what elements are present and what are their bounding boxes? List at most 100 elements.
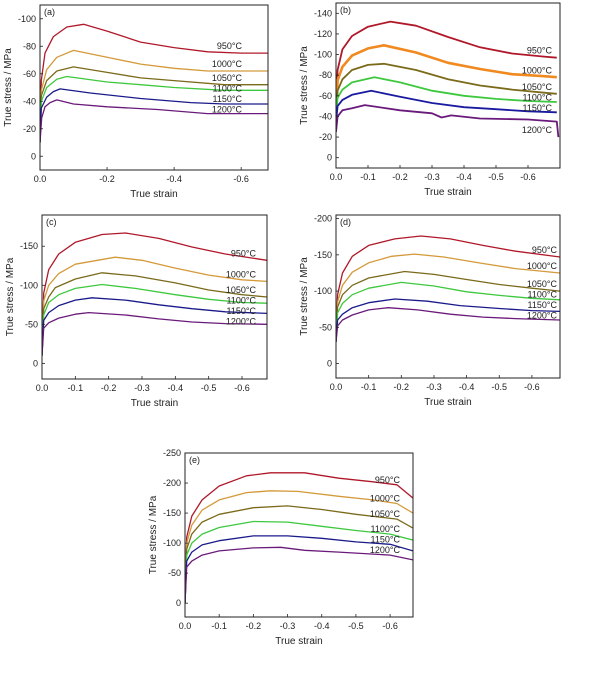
y-tick-label: -50 — [319, 322, 332, 332]
series-line-1150 — [336, 89, 557, 122]
series-line-1100 — [336, 76, 557, 117]
series-line-1150 — [185, 535, 413, 604]
y-tick-label: -100 — [163, 538, 181, 548]
y-tick-label: -150 — [314, 250, 332, 260]
series-line-950 — [185, 472, 413, 604]
series-line-1150 — [336, 298, 560, 342]
x-tick-label: -0.5 — [492, 382, 508, 392]
series-line-1200 — [336, 104, 560, 138]
series-line-1050 — [336, 270, 560, 342]
x-tick-label: -0.3 — [280, 621, 296, 631]
x-tick-label: -0.1 — [68, 383, 84, 393]
series-line-1000 — [336, 43, 557, 117]
panel-label: (e) — [189, 455, 200, 465]
x-tick-label: 0.0 — [34, 174, 47, 184]
series-label-1050: 1050°C — [370, 509, 401, 519]
plot-frame — [41, 214, 268, 380]
series-line-1050 — [42, 272, 267, 356]
panel-label: (b) — [340, 5, 351, 15]
y-tick-label: -100 — [314, 50, 332, 60]
x-tick-label: -0.4 — [456, 172, 472, 182]
x-tick-label: -0.3 — [424, 172, 440, 182]
x-tick-label: -0.3 — [134, 383, 150, 393]
x-tick-label: 0.0 — [330, 172, 343, 182]
x-tick-label: 0.0 — [36, 383, 49, 393]
y-tick-label: -100 — [18, 14, 36, 24]
x-tick-label: -0.2 — [99, 174, 115, 184]
x-tick-label: -0.5 — [201, 383, 217, 393]
series-line-1000 — [40, 49, 268, 143]
series-line-1100 — [42, 283, 267, 356]
series-label-1150: 1150°C — [523, 103, 553, 113]
panel-label: (c) — [46, 217, 57, 227]
panel-d: 0.0 -0.1 -0.2 -0.3 -0.4 -0.5 -0.6 0 -50 -100 -150 -… — [299, 214, 561, 408]
series-label-1150: 1150°C — [371, 535, 401, 545]
y-axis-title: True stress / MPa — [3, 48, 14, 127]
series-label-1150: 1150°C — [227, 306, 257, 316]
series-line-1000 — [42, 256, 267, 356]
series-line-950 — [42, 232, 267, 356]
series-label-1150: 1150°C — [213, 94, 243, 104]
plot-frame — [39, 4, 269, 171]
x-tick-label: -0.4 — [314, 621, 330, 631]
y-tick-label: -250 — [163, 448, 181, 458]
y-tick-label: -140 — [314, 8, 332, 18]
series-label-1000: 1000°C — [522, 65, 553, 75]
x-tick-label: -0.1 — [360, 172, 376, 182]
y-tick-label: 0 — [176, 598, 181, 608]
y-tick-label: -100 — [314, 286, 332, 296]
x-axis-title: True strain — [275, 636, 322, 647]
x-tick-label: -0.6 — [520, 172, 536, 182]
series-line-1000 — [185, 490, 413, 604]
x-axis-title: True strain — [424, 397, 471, 408]
y-tick-label: -150 — [20, 241, 38, 251]
x-tick-label: -0.6 — [233, 174, 249, 184]
x-tick-label: -0.6 — [234, 383, 250, 393]
series-label-1200: 1200°C — [370, 545, 401, 555]
x-tick-label: -0.4 — [166, 174, 182, 184]
series-label-1050: 1050°C — [212, 73, 243, 83]
series-label-1200: 1200°C — [527, 311, 558, 321]
series-label-1050: 1050°C — [522, 82, 553, 92]
series-line-1050 — [40, 66, 268, 143]
y-tick-label: -20 — [319, 132, 332, 142]
y-axis-title: True stress / MPa — [299, 257, 310, 336]
series-line-1100 — [40, 75, 268, 143]
y-tick-label: 0 — [33, 358, 38, 368]
series-line-1200 — [185, 546, 413, 604]
x-tick-label: -0.4 — [168, 383, 184, 393]
series-line-950 — [40, 23, 268, 143]
y-tick-label: -40 — [319, 111, 332, 121]
y-tick-label: -60 — [23, 69, 36, 79]
x-tick-label: -0.4 — [459, 382, 475, 392]
x-tick-label: -0.5 — [348, 621, 364, 631]
y-tick-label: -120 — [314, 29, 332, 39]
series-label-1200: 1200°C — [226, 317, 257, 327]
plot-frame — [335, 214, 561, 379]
series-label-1100: 1100°C — [227, 296, 257, 306]
series-label-1050: 1050°C — [226, 285, 257, 295]
x-axis-title: True strain — [131, 398, 178, 409]
x-tick-label: -0.2 — [394, 382, 410, 392]
series-label-950: 950°C — [217, 41, 243, 51]
series-label-1000: 1000°C — [226, 269, 257, 279]
series-line-1150 — [40, 88, 268, 143]
x-tick-label: -0.6 — [382, 621, 398, 631]
y-tick-label: -50 — [25, 319, 38, 329]
panel-label: (a) — [44, 7, 55, 17]
series-label-1100: 1100°C — [371, 524, 401, 534]
series-label-950: 950°C — [231, 248, 257, 258]
series-line-1000 — [336, 253, 560, 342]
panel-a: 0.0 -0.2 -0.4 -0.6 0 -20 -40 -60 -80 -100 True str… — [3, 4, 269, 200]
series-line-950 — [336, 235, 560, 342]
x-tick-label: -0.6 — [524, 382, 540, 392]
x-tick-label: -0.1 — [211, 621, 227, 631]
y-tick-label: -200 — [314, 214, 332, 224]
x-tick-label: -0.1 — [361, 382, 377, 392]
series-label-1100: 1100°C — [528, 290, 558, 300]
series-line-950 — [336, 20, 557, 117]
x-tick-label: 0.0 — [330, 382, 343, 392]
y-axis-title: True stress / MPa — [148, 495, 159, 574]
